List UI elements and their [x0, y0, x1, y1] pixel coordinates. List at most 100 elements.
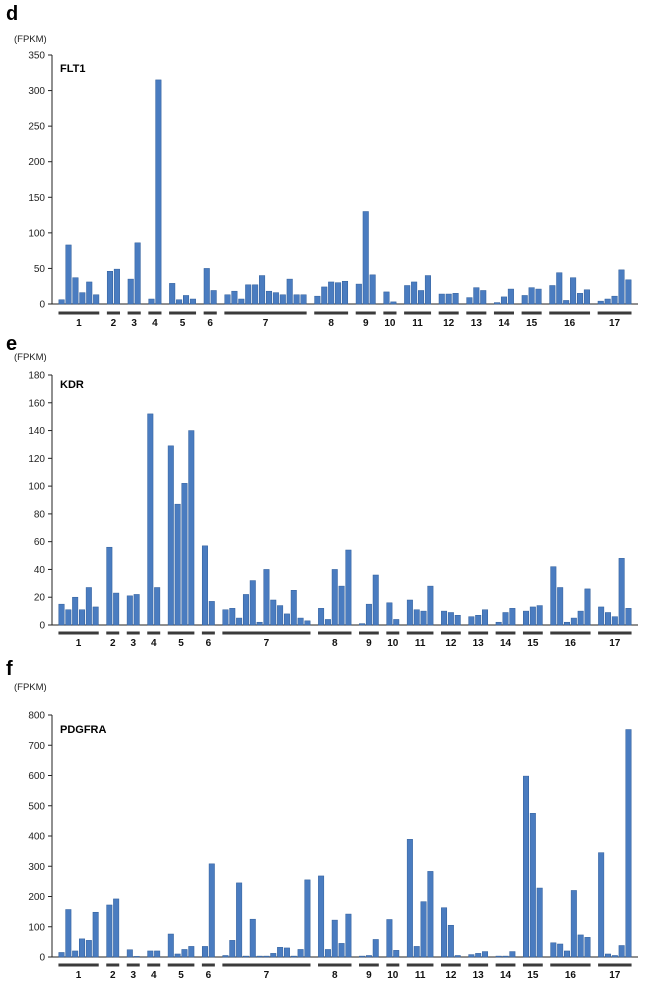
bar	[393, 619, 400, 626]
y-tick-label: 180	[28, 371, 45, 382]
bar	[494, 302, 501, 305]
chart-title: FLT1	[60, 63, 85, 75]
bar	[277, 605, 284, 626]
y-tick-label: 150	[28, 193, 45, 204]
bar	[393, 950, 400, 958]
bar	[222, 955, 229, 958]
bar	[188, 430, 195, 626]
bar	[304, 620, 311, 626]
bar	[167, 445, 174, 626]
group-label: 6	[206, 638, 212, 649]
y-tick-label: 500	[28, 801, 45, 812]
bar	[509, 951, 516, 958]
bar	[605, 612, 611, 626]
y-tick-label: 0	[39, 300, 45, 311]
bar	[314, 295, 321, 305]
bar	[265, 290, 272, 305]
bar	[564, 621, 570, 626]
bar	[72, 596, 79, 626]
bar	[390, 301, 397, 305]
bar	[365, 955, 372, 958]
bar	[283, 613, 290, 626]
bar	[318, 875, 325, 958]
bar	[297, 617, 304, 626]
bar	[577, 610, 584, 626]
y-axis-unit-label: (FPKM)	[14, 34, 47, 45]
bar	[618, 945, 625, 958]
bar	[272, 292, 279, 305]
bar	[625, 729, 632, 958]
bar	[263, 955, 270, 958]
bar	[338, 943, 345, 958]
y-tick-label: 120	[28, 454, 45, 465]
bar	[523, 610, 529, 626]
group-label: 11	[415, 638, 426, 649]
bar	[362, 211, 369, 305]
bar	[577, 293, 584, 305]
bar	[507, 288, 514, 305]
bar	[411, 281, 418, 305]
bar	[249, 580, 256, 626]
bar	[113, 268, 120, 305]
group-label: 16	[565, 970, 577, 981]
bar	[598, 606, 605, 626]
bar	[231, 290, 238, 305]
bar	[249, 918, 256, 958]
bar	[420, 610, 427, 626]
bar	[293, 294, 300, 305]
bar	[441, 610, 448, 626]
bar	[263, 569, 270, 626]
bar	[277, 947, 284, 958]
y-tick-label: 350	[28, 51, 45, 62]
bar	[625, 608, 632, 626]
bar	[369, 274, 376, 305]
bar	[181, 483, 188, 626]
bar	[92, 606, 99, 626]
bar	[79, 292, 86, 305]
group-label: 1	[76, 638, 82, 649]
group-label: 14	[498, 318, 510, 329]
group-label: 10	[387, 638, 399, 649]
bar	[605, 953, 611, 958]
bar	[372, 574, 379, 626]
bar	[167, 933, 174, 958]
group-label: 11	[415, 970, 426, 981]
bar	[189, 298, 196, 305]
bar	[495, 955, 502, 958]
y-tick-label: 140	[28, 426, 45, 437]
bar	[438, 293, 445, 305]
bar	[174, 953, 181, 958]
bar	[406, 839, 413, 958]
y-tick-label: 160	[28, 398, 45, 409]
bar	[238, 298, 245, 305]
bar	[183, 295, 190, 305]
bar	[324, 619, 331, 626]
panel-letter: d	[6, 3, 18, 25]
group-label: 15	[527, 970, 539, 981]
y-tick-label: 300	[28, 862, 45, 873]
bar	[468, 616, 475, 626]
bar	[270, 953, 277, 958]
bar	[413, 946, 420, 958]
bar	[169, 283, 176, 305]
bar	[618, 269, 625, 305]
bar	[473, 287, 480, 305]
group-label: 10	[384, 318, 396, 329]
group-label: 1	[76, 970, 82, 981]
bar	[475, 615, 482, 626]
bar	[427, 871, 434, 958]
bar	[406, 599, 413, 626]
group-label: 14	[500, 638, 512, 649]
group-label: 13	[471, 318, 483, 329]
bar	[279, 294, 286, 305]
bar	[454, 615, 461, 626]
group-label: 9	[366, 970, 372, 981]
bar	[133, 956, 140, 958]
group-label: 11	[412, 318, 423, 329]
bar	[557, 587, 564, 626]
bar	[454, 955, 461, 958]
panel-f-pdgfra: f (FPKM) 0 100 200 300 400 500 600 700 800 PDGFRA 1 2…	[0, 655, 650, 985]
bar	[509, 608, 516, 626]
group-label: 15	[527, 638, 539, 649]
